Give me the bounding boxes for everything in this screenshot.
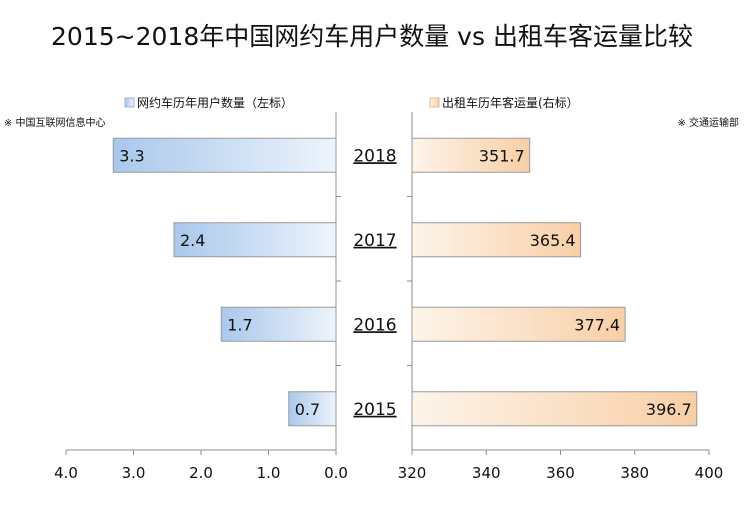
chart-title: 2015~2018年中国网约车用户数量 vs 出租车客运量比较	[51, 22, 693, 51]
year-label: 2016	[353, 315, 396, 335]
left-tick-label: 1.0	[257, 464, 281, 482]
right-tick-label: 400	[695, 464, 724, 482]
left-bar-value-label: 1.7	[227, 315, 252, 334]
left-tick-label: 0.0	[324, 464, 348, 482]
right-bar	[411, 137, 531, 173]
right-bar-value-label: 396.7	[646, 400, 692, 419]
year-labels: 2018 2017 2016 2015	[353, 146, 396, 420]
left-bar-value-label: 2.4	[180, 231, 205, 250]
right-bar-value-label: 351.7	[479, 146, 525, 165]
year-label: 2018	[353, 146, 396, 166]
left-tick-label: 3.0	[122, 464, 146, 482]
right-tick-label: 360	[546, 464, 575, 482]
left-bar-value-label: 3.3	[119, 146, 144, 165]
right-tick-label: 340	[472, 464, 501, 482]
right-bar-value-label: 377.4	[574, 315, 620, 334]
left-source-note: ※ 中国互联网信息中心	[4, 116, 106, 129]
year-label: 2017	[353, 231, 396, 251]
right-bar	[411, 306, 626, 342]
right-legend-swatch	[429, 97, 440, 108]
left-tick-label: 4.0	[54, 464, 78, 482]
right-bar	[411, 391, 698, 427]
left-bars: 3.3 2.4 1.7 0.7	[112, 137, 337, 427]
left-bar	[288, 391, 337, 427]
right-tick-label: 380	[620, 464, 649, 482]
year-label: 2015	[353, 400, 396, 420]
right-tick-label: 320	[398, 464, 427, 482]
left-legend-label: 网约车历年用户数量（左标）	[137, 95, 293, 110]
left-bar	[112, 137, 337, 173]
right-bars: 351.7 365.4 377.4 396.7	[411, 137, 698, 427]
left-tick-label: 2.0	[189, 464, 213, 482]
left-bar	[173, 222, 337, 258]
left-bar-value-label: 0.7	[295, 400, 320, 419]
right-bar	[411, 222, 582, 258]
right-source-note: ※ 交通运输部	[677, 116, 739, 129]
left-legend-swatch	[124, 97, 135, 108]
left-bar	[220, 306, 337, 342]
right-legend-label: 出租车历年客运量(右标）	[442, 95, 579, 110]
right-bar-value-label: 365.4	[530, 231, 576, 250]
